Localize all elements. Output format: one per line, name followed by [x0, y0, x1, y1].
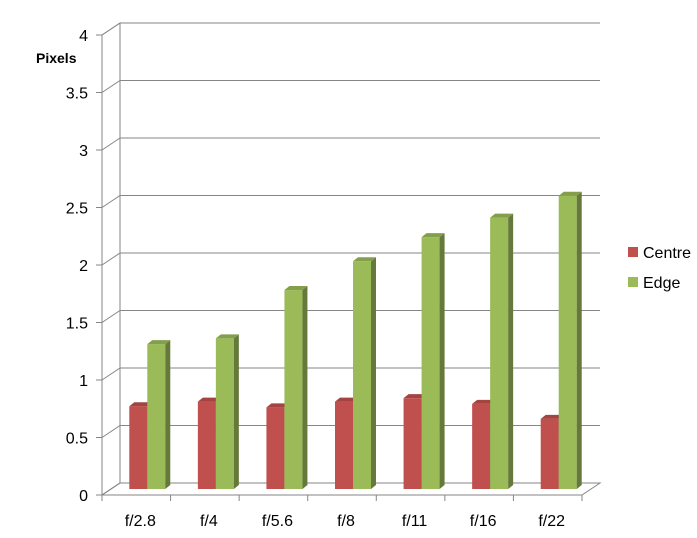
- bar-top: [284, 286, 308, 291]
- bar-front: [266, 407, 285, 489]
- bar-side: [302, 286, 308, 489]
- bar-top: [215, 334, 239, 339]
- bar-edge-f/2.8: [147, 340, 171, 489]
- gridline: [101, 367, 600, 381]
- legend-item-centre: Centre: [628, 245, 691, 262]
- y-tick-label: 2.5: [66, 201, 88, 218]
- legend-item-edge: Edge: [628, 275, 680, 292]
- bar-top: [353, 257, 376, 262]
- y-tick-label: 1: [79, 373, 88, 390]
- x-tick-label: f/16: [470, 513, 497, 530]
- bar-side: [371, 257, 376, 489]
- bar-side: [165, 340, 171, 489]
- bar-top: [558, 191, 582, 196]
- y-axis-ticks: 0 0.5 1 1.5 2 2.5 3 3.5 4: [66, 28, 102, 505]
- gridline: [101, 22, 600, 36]
- x-tick-label: f/8: [337, 513, 355, 530]
- x-tick-label: f/2.8: [125, 513, 156, 530]
- gridline: [101, 310, 600, 323]
- gridlines: [101, 22, 600, 496]
- bar-side: [576, 191, 582, 489]
- legend-label: Edge: [643, 275, 680, 292]
- bar-edge-f/11: [421, 233, 445, 489]
- bar-side: [508, 213, 514, 489]
- x-tick-label: f/4: [200, 513, 218, 530]
- legend-label: Centre: [643, 245, 691, 262]
- y-tick-label: 4: [79, 28, 88, 45]
- legend-swatch: [628, 277, 638, 287]
- gridline: [101, 80, 600, 93]
- bar-side: [439, 233, 445, 489]
- bar-front: [353, 261, 371, 489]
- bar-edge-f/4: [215, 334, 239, 489]
- bar-front: [540, 418, 559, 489]
- bar-front: [490, 217, 509, 489]
- bar-front: [403, 398, 422, 489]
- gridline: [101, 137, 600, 151]
- bar-side: [233, 334, 239, 489]
- bar-top: [266, 403, 290, 408]
- y-tick-label: 1.5: [66, 316, 88, 333]
- bar-front: [421, 237, 440, 489]
- bar-front: [215, 338, 234, 489]
- gridline: [101, 195, 600, 208]
- bar-top: [197, 397, 221, 402]
- bar-front: [472, 403, 491, 489]
- y-tick-label: 0.5: [66, 431, 88, 448]
- bar-front: [335, 401, 353, 489]
- bar-top: [335, 397, 358, 402]
- bar-top: [403, 394, 427, 399]
- bar-top: [421, 233, 445, 238]
- x-tick-label: f/11: [402, 513, 428, 530]
- bar-front: [197, 401, 216, 489]
- x-tick-label: f/22: [538, 513, 565, 530]
- bar-top: [490, 213, 514, 218]
- bar-front: [129, 406, 148, 489]
- bar-top: [147, 340, 171, 345]
- y-axis-label: Pixels: [36, 50, 77, 66]
- bar-edge-f/16: [490, 213, 514, 489]
- y-tick-label: 3.5: [66, 86, 88, 103]
- y-tick-label: 0: [79, 488, 88, 505]
- x-axis-ticks: f/2.8 f/4 f/5.6 f/8 f/11 f/16 f/22: [101, 495, 583, 530]
- bar-front: [558, 195, 577, 489]
- bar-front: [147, 344, 166, 489]
- legend: Centre Edge: [628, 245, 691, 292]
- legend-swatch: [628, 247, 638, 257]
- bar-front: [284, 290, 303, 489]
- y-tick-label: 3: [79, 143, 88, 160]
- bar-top: [540, 414, 564, 419]
- x-tick-label: f/5.6: [262, 513, 293, 530]
- bar-edge-f/8: [353, 257, 376, 489]
- bar-edge-f/5.6: [284, 286, 308, 489]
- bar-top: [472, 399, 496, 404]
- y-tick-label: 2: [79, 258, 88, 275]
- bars: [129, 191, 582, 489]
- bar-top: [129, 402, 153, 407]
- bar-edge-f/22: [558, 191, 582, 489]
- gridline: [101, 252, 600, 266]
